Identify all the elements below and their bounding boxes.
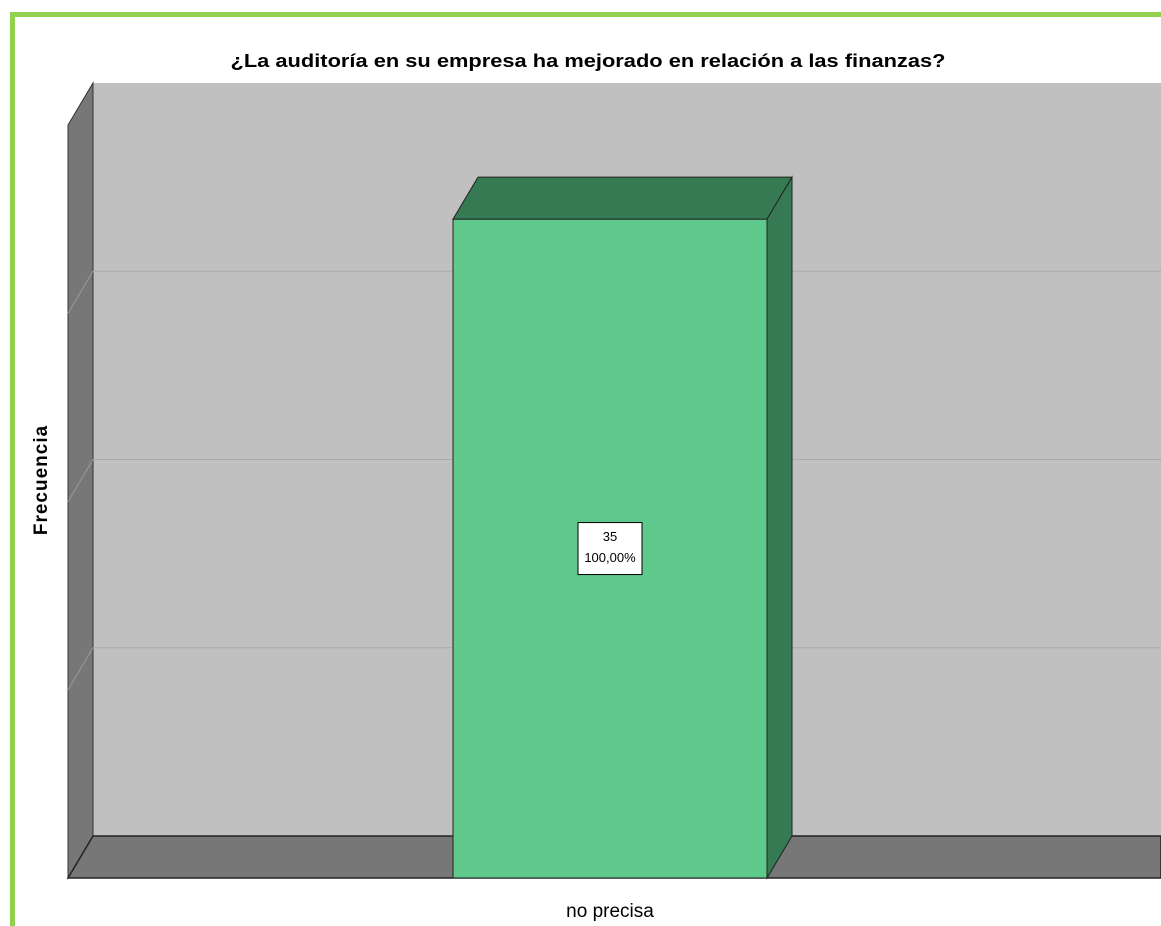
data-label-percent: 100,00% — [584, 550, 636, 565]
y-axis-label: Frecuencia — [31, 425, 52, 535]
x-tick-label: no precisa — [566, 901, 654, 922]
side-grid-line — [67, 270, 94, 314]
side-grid-line — [67, 459, 94, 502]
bar-side — [766, 175, 793, 880]
chart-title: ¿La auditoría en su empresa ha mejorado … — [231, 51, 946, 71]
bar-top — [452, 176, 793, 220]
data-label-box — [577, 522, 643, 576]
frame-left — [10, 12, 15, 926]
frame-top — [10, 12, 1161, 17]
data-label: 35 — [603, 529, 617, 544]
side-grid-line — [67, 647, 94, 691]
